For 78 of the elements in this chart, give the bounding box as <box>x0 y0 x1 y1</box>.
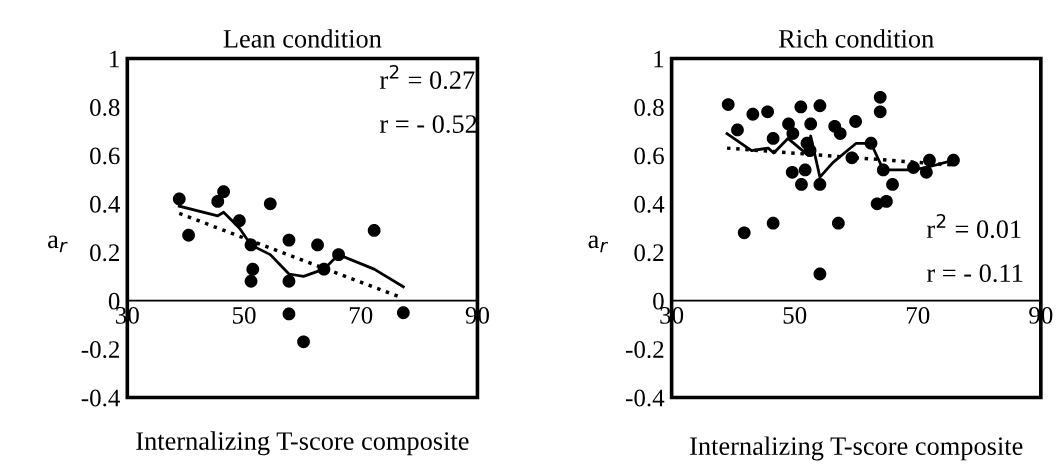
x-tick-label: 70 <box>349 306 373 324</box>
y-tick-label: 0.6 <box>90 147 120 165</box>
y-axis-title: a$_{r}$ <box>588 235 609 253</box>
y-tick-label: 0.6 <box>634 147 664 165</box>
point <box>396 306 410 320</box>
point <box>182 228 195 242</box>
point <box>813 267 827 281</box>
point <box>849 115 863 128</box>
x-tick-label: 50 <box>783 306 807 324</box>
point <box>737 226 751 240</box>
point <box>766 216 780 230</box>
annotation: r$^{2}$ = 0.01 <box>926 214 1021 239</box>
point <box>217 185 231 199</box>
point <box>297 335 310 349</box>
point <box>367 224 381 237</box>
point <box>282 274 296 288</box>
point <box>172 192 186 206</box>
y-tick-label: 1 <box>654 50 664 68</box>
point <box>919 165 933 179</box>
point <box>947 153 960 167</box>
y-tick-label: 0.4 <box>90 195 120 213</box>
y-axis-title: a$_{r}$ <box>48 235 68 253</box>
point <box>873 105 887 119</box>
point <box>232 214 246 228</box>
y-tick-label: 0.8 <box>634 99 664 116</box>
point <box>246 262 260 276</box>
point <box>923 153 936 167</box>
point <box>782 117 795 131</box>
point <box>804 117 818 131</box>
point <box>282 233 296 247</box>
annotation: r = - 0.52 <box>379 115 477 134</box>
point <box>886 178 899 191</box>
point <box>317 262 331 276</box>
point <box>332 248 345 262</box>
point <box>721 98 735 111</box>
point <box>794 100 808 114</box>
y-tick-label: -0.4 <box>626 389 665 407</box>
y-tick-label: -0.2 <box>81 341 119 359</box>
point <box>876 163 890 177</box>
point <box>907 161 920 174</box>
chart-title: Lean condition <box>223 29 382 48</box>
y-tick-label: 1 <box>110 50 119 68</box>
point <box>831 216 845 230</box>
x-tick-label: 50 <box>232 306 256 324</box>
x-axis-title: Internalizing T-score composite <box>136 431 469 456</box>
point <box>798 163 812 177</box>
point <box>785 165 799 179</box>
point <box>761 105 775 119</box>
point <box>813 178 827 191</box>
point <box>845 151 859 165</box>
y-tick-label: -0.2 <box>626 341 664 359</box>
point <box>873 90 887 104</box>
x-tick-label: 70 <box>906 306 930 324</box>
y-tick-label: 0.4 <box>634 195 665 213</box>
point <box>864 136 878 150</box>
point <box>211 194 225 208</box>
y-tick-label: -0.4 <box>81 389 120 407</box>
y-tick-label: 0.2 <box>90 244 119 262</box>
annotation: r$^{2}$ = 0.27 <box>379 64 475 90</box>
point <box>731 123 744 137</box>
point <box>244 238 258 252</box>
x-axis-title: Internalizing T-score composite <box>690 436 1023 461</box>
y-tick-label: 0.8 <box>90 99 120 116</box>
point <box>244 274 258 288</box>
point <box>766 132 780 145</box>
chart-title: Rich condition <box>778 29 934 48</box>
point <box>879 194 893 208</box>
point <box>786 127 800 140</box>
y-tick-label: 0.2 <box>634 244 664 262</box>
point <box>282 307 296 321</box>
point <box>833 127 847 140</box>
annotation: r = - 0.11 <box>926 264 1023 283</box>
point <box>746 107 760 121</box>
point <box>803 144 817 157</box>
point <box>813 99 827 113</box>
point <box>263 197 277 211</box>
point <box>311 238 324 252</box>
point <box>795 178 808 191</box>
